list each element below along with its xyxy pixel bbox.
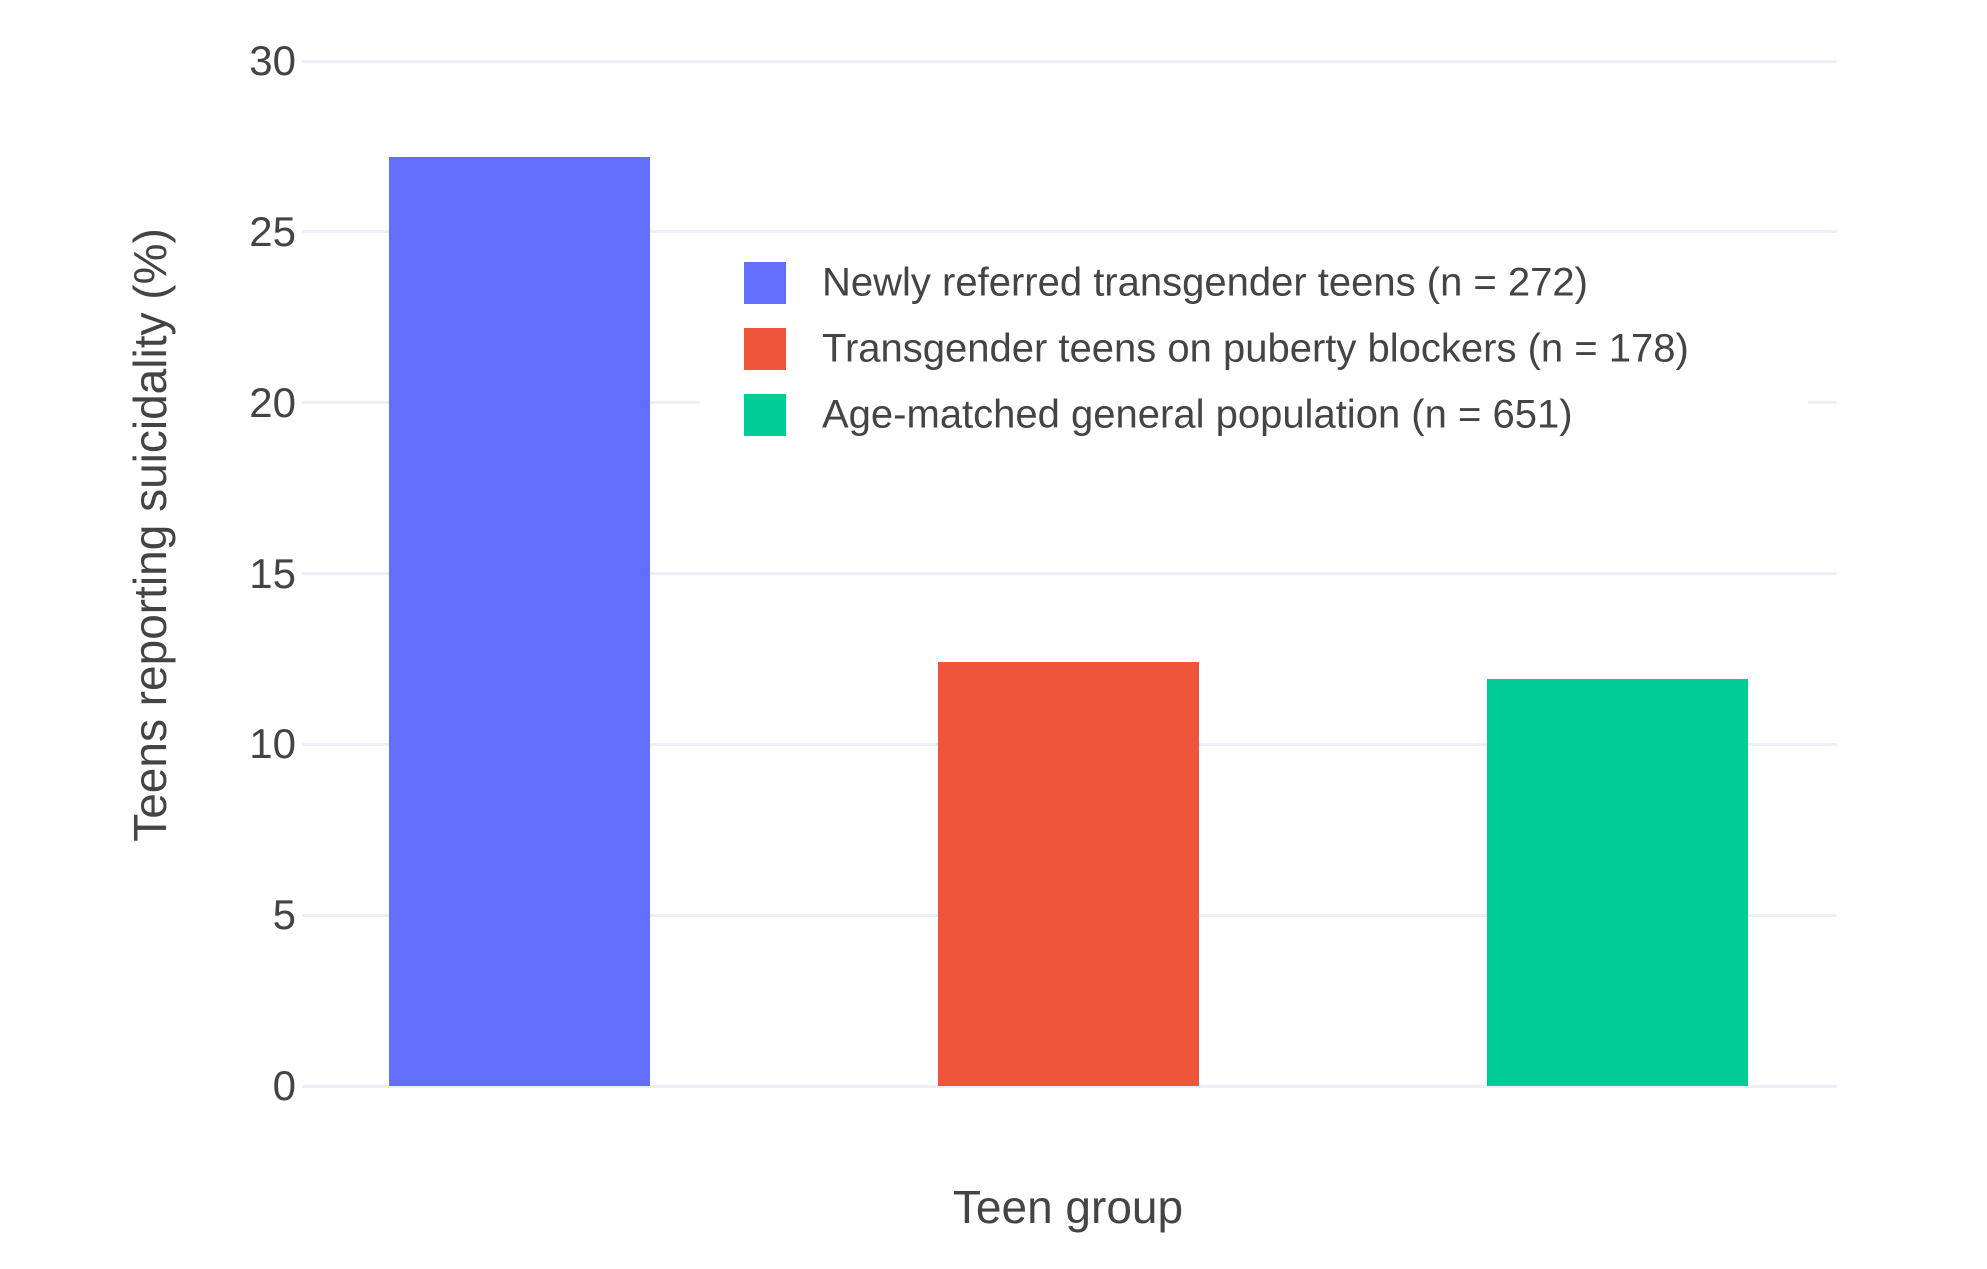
x-axis-title: Teen group [952, 1181, 1184, 1233]
gridline [302, 572, 1837, 575]
legend-swatch [744, 394, 786, 436]
bar [389, 156, 650, 1086]
legend-label: Newly referred transgender teens (n = 27… [822, 260, 1588, 305]
legend-label: Transgender teens on puberty blockers (n… [822, 326, 1689, 371]
gridline [302, 59, 1837, 63]
y-tick-label: 15 [249, 549, 296, 597]
gridline [302, 1084, 1837, 1088]
y-tick-label: 10 [249, 720, 296, 768]
y-tick-label: 0 [272, 1062, 296, 1109]
bar [1487, 679, 1748, 1086]
y-tick-label: 5 [272, 891, 296, 939]
bar [938, 662, 1199, 1086]
y-axis-title: Teens reporting suicidality (%) [124, 228, 176, 842]
legend-background [700, 244, 1808, 454]
legend-swatch [744, 328, 786, 370]
y-tick-label: 25 [249, 207, 296, 255]
gridline [302, 230, 1837, 234]
y-tick-label: 20 [249, 378, 296, 426]
y-tick-label: 30 [249, 37, 296, 84]
legend-label: Age-matched general population (n = 651) [822, 392, 1573, 437]
legend-swatch [744, 262, 786, 304]
